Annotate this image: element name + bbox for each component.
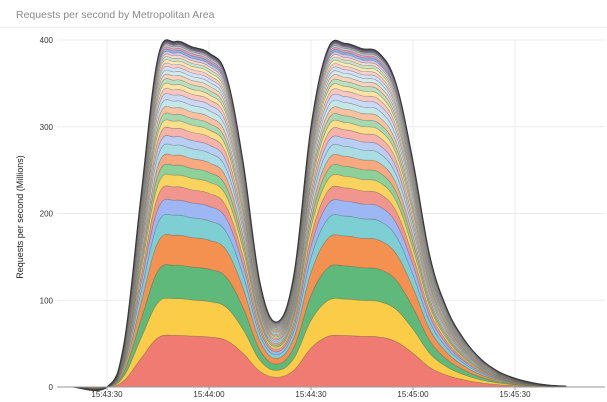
tick-layer: 0 100 200 300 400 15:43:30 15:44:00 15:44:30 15:…	[40, 36, 531, 399]
y-tick-label: 100	[40, 296, 54, 305]
chart-title: Requests per second by Metropolitan Area	[16, 9, 215, 21]
chart-header: Requests per second by Metropolitan Area	[0, 0, 607, 28]
x-tick-label: 15:45:30	[499, 390, 531, 399]
total-outline	[72, 39, 567, 392]
y-tick-label: 400	[40, 36, 54, 45]
area-series-21	[72, 78, 567, 391]
area-series-11	[72, 143, 567, 390]
x-tick-label: 15:44:00	[193, 390, 225, 399]
y-tick-label: 200	[40, 210, 54, 219]
area-series-19	[72, 87, 567, 391]
area-series-9	[72, 163, 567, 390]
area-series-8	[72, 173, 567, 390]
x-tick-label: 15:44:30	[295, 390, 327, 399]
axis-layer	[57, 386, 605, 390]
y-axis-label: Requests per second (Millions)	[15, 155, 25, 279]
x-tick-label: 15:43:30	[91, 390, 123, 399]
x-tick-label: 15:45:00	[397, 390, 429, 399]
area-series-22	[72, 73, 567, 391]
y-tick-label: 0	[49, 383, 54, 392]
y-tick-label: 300	[40, 123, 54, 132]
area-layer	[72, 39, 567, 392]
area-series-16	[72, 105, 567, 391]
